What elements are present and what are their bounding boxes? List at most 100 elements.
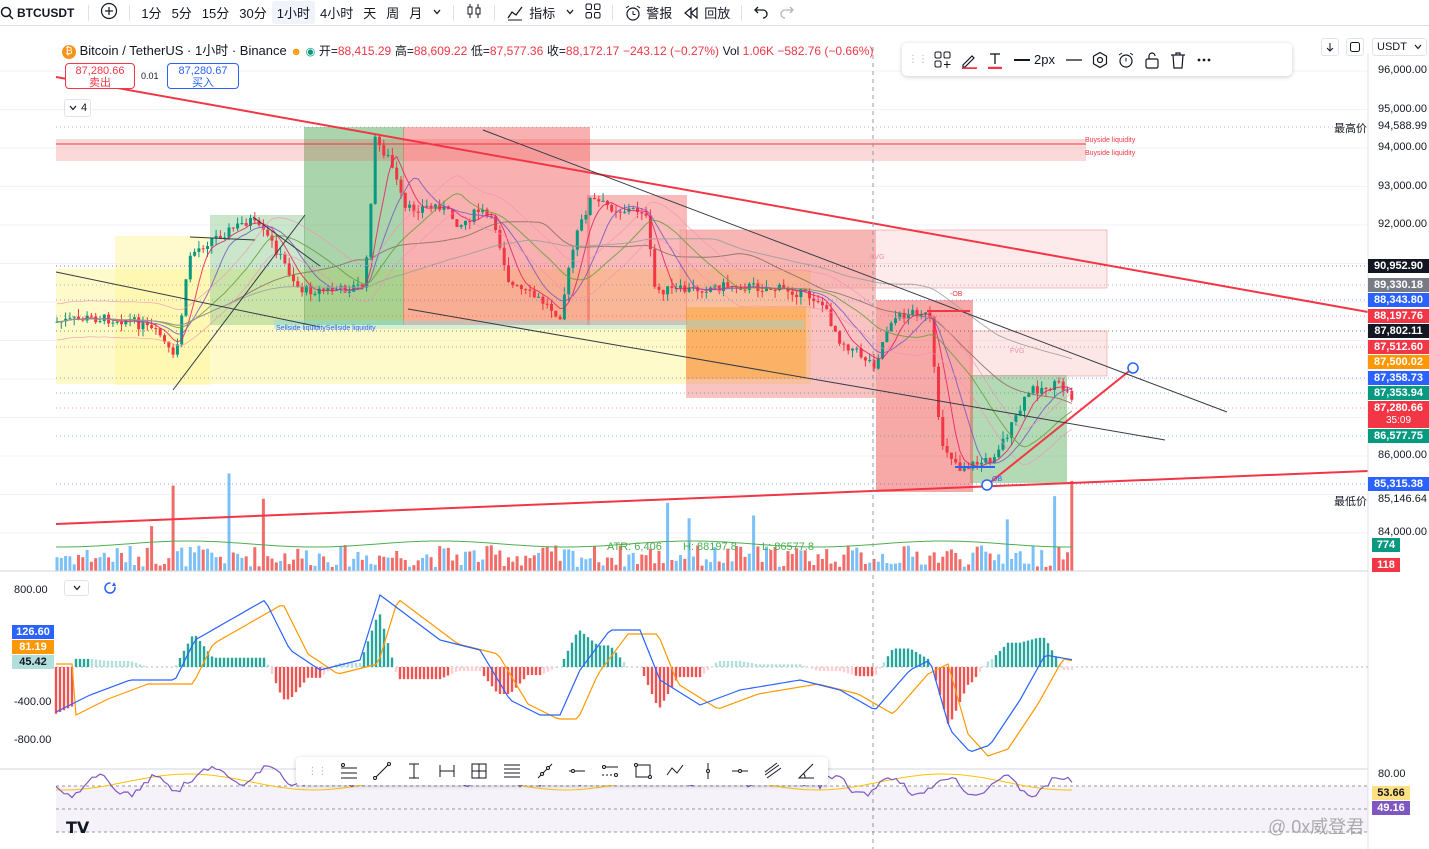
- chart-type-button[interactable]: [460, 0, 488, 25]
- lock-button[interactable]: [1141, 49, 1163, 71]
- add-alert-button[interactable]: [1115, 49, 1137, 71]
- drawing-tools-bar: ⋮⋮: [296, 757, 828, 785]
- candle-body: [610, 204, 614, 212]
- sell-button[interactable]: 87,280.66 卖出: [65, 63, 135, 89]
- tool-date-range[interactable]: [436, 760, 458, 782]
- buy-button[interactable]: 87,280.67 买入: [167, 63, 239, 89]
- interval-4h[interactable]: 4小时: [319, 6, 354, 21]
- volume-bar: [846, 545, 850, 571]
- tool-path[interactable]: [664, 760, 686, 782]
- candle-body: [1040, 387, 1044, 394]
- tool-parallel-channel[interactable]: [338, 760, 360, 782]
- volume-tag: 118: [1372, 558, 1400, 572]
- volume-bar: [304, 550, 308, 571]
- interval-5m[interactable]: 5分: [171, 6, 192, 21]
- tool-rectangle[interactable]: [632, 760, 654, 782]
- red-downtrend-line[interactable]: [55, 76, 1369, 313]
- tool-date-price-range[interactable]: [468, 760, 490, 782]
- candle-body: [137, 317, 141, 330]
- candle-body: [171, 347, 175, 355]
- line-style-button[interactable]: [1063, 49, 1085, 71]
- drag-handle-icon[interactable]: ⋮⋮: [908, 54, 928, 65]
- indicators-dropdown[interactable]: [560, 3, 580, 22]
- interval-week[interactable]: 周: [386, 6, 400, 21]
- symbol-search[interactable]: BTCUSDT: [0, 6, 82, 20]
- tool-angle[interactable]: [795, 760, 817, 782]
- delete-button[interactable]: [1167, 49, 1189, 71]
- volume-bar: [769, 550, 773, 571]
- volume-bar: [954, 552, 958, 571]
- channel-top-line[interactable]: [482, 129, 1228, 413]
- chart-canvas[interactable]: [0, 27, 1429, 849]
- alert-label: 警报: [646, 6, 673, 21]
- tool-horizontal-ray[interactable]: [566, 760, 588, 782]
- candle-body: [515, 285, 519, 287]
- redo-button[interactable]: [774, 1, 800, 24]
- trend-line[interactable]: [252, 216, 321, 267]
- tool-horizontal-line[interactable]: [729, 760, 751, 782]
- interval-dropdown[interactable]: [427, 3, 447, 22]
- replay-button[interactable]: 回放: [677, 1, 735, 24]
- tool-fib-retracement[interactable]: [501, 760, 523, 782]
- macd-collapse-button[interactable]: [64, 580, 89, 596]
- trend-line[interactable]: [55, 271, 321, 328]
- volume-bar: [515, 556, 519, 571]
- macd-histogram-bar: [1006, 642, 1010, 667]
- line-color-button[interactable]: [958, 49, 980, 71]
- volume-bar: [975, 546, 979, 571]
- tool-ray[interactable]: [534, 760, 556, 782]
- macd-histogram-bar: [138, 664, 142, 667]
- tool-vertical-line[interactable]: [697, 760, 719, 782]
- rsi-tag: 53.66: [1372, 786, 1410, 800]
- settings-button[interactable]: [1089, 49, 1111, 71]
- chevron-down-icon: [1414, 44, 1422, 50]
- interval-1m[interactable]: 1分: [141, 6, 162, 21]
- volume-bar: [403, 559, 407, 571]
- compare-add-button[interactable]: [95, 0, 123, 25]
- trendlines[interactable]: [55, 76, 1369, 525]
- tool-rectangle-lines[interactable]: [599, 760, 621, 782]
- candle-body: [640, 212, 644, 214]
- tool-pitchfork[interactable]: [762, 760, 784, 782]
- red-uptrend-line[interactable]: [986, 367, 1134, 486]
- interval-month[interactable]: 月: [409, 6, 423, 21]
- more-button[interactable]: [1193, 49, 1215, 71]
- candle-body: [519, 285, 523, 290]
- text-color-button[interactable]: [984, 49, 1006, 71]
- channel-bottom-line[interactable]: [407, 308, 1166, 441]
- indicators-button[interactable]: 指标: [501, 1, 560, 24]
- search-icon: [0, 6, 14, 20]
- macd-histogram-bar: [342, 662, 346, 667]
- tool-price-range[interactable]: [403, 760, 425, 782]
- candle-body: [575, 230, 579, 250]
- trend-line[interactable]: [189, 236, 256, 241]
- macd-histogram-bar: [746, 662, 750, 667]
- drag-handle-icon[interactable]: ⋮⋮: [307, 765, 328, 777]
- interval-15m[interactable]: 15分: [201, 6, 230, 21]
- macd-histogram-bar: [750, 663, 754, 667]
- candle-body: [726, 282, 730, 287]
- trendline-handle[interactable]: [1127, 362, 1139, 374]
- candle-body: [657, 286, 661, 290]
- macd-histogram-bar: [518, 667, 522, 684]
- layout-button[interactable]: [580, 1, 606, 24]
- line-width-button[interactable]: 2px: [1010, 52, 1059, 67]
- indicators-collapse-button[interactable]: 4: [64, 99, 91, 117]
- macd-histogram-bar: [490, 667, 494, 687]
- reset-chart-button[interactable]: [1346, 38, 1364, 56]
- scroll-down-button[interactable]: [1321, 38, 1339, 56]
- refresh-icon[interactable]: [103, 581, 117, 595]
- tool-trend-line[interactable]: [371, 760, 393, 782]
- interval-30m[interactable]: 30分: [239, 6, 267, 21]
- undo-button[interactable]: [748, 1, 774, 24]
- interval-day[interactable]: 天: [363, 6, 377, 21]
- trend-line[interactable]: [172, 214, 306, 391]
- alert-button[interactable]: 警报: [619, 1, 677, 24]
- red-support-line[interactable]: [55, 470, 1369, 525]
- currency-select[interactable]: USDT: [1372, 38, 1427, 56]
- trendline-handle[interactable]: [981, 479, 993, 491]
- object-tree-button[interactable]: [932, 49, 954, 71]
- volume-bar: [859, 552, 863, 571]
- tradingview-logo[interactable]: TV: [66, 818, 90, 837]
- interval-1h[interactable]: 1小时: [271, 1, 315, 24]
